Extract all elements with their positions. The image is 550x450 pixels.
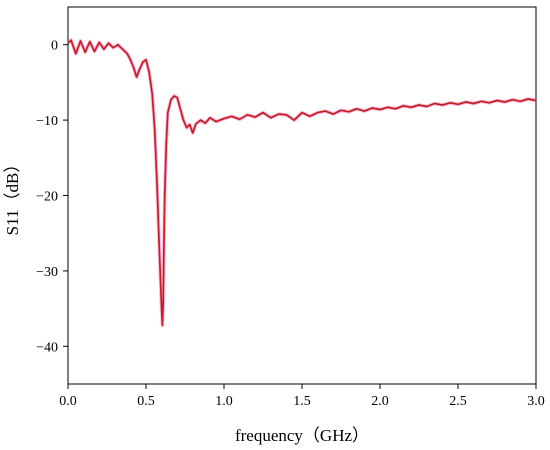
x-tick-label: 0.0	[59, 394, 77, 409]
y-tick-label: −20	[36, 190, 58, 205]
x-tick-label: 2.5	[449, 394, 467, 409]
x-axis-title: frequency（GHz）	[235, 426, 369, 445]
y-tick-label: −10	[36, 114, 58, 129]
series-layer	[66, 38, 537, 328]
x-axis-ticks: 0.0 0.5 1.0 1.5 2.0 2.5 3.0	[59, 384, 545, 409]
y-tick-label: −30	[36, 265, 58, 280]
plot-frame	[67, 6, 537, 385]
x-tick-label: 2.0	[371, 394, 389, 409]
y-axis-title: S11（dB）	[3, 156, 22, 236]
x-tick-label: 1.0	[215, 394, 233, 409]
plot-border	[67, 6, 537, 385]
y-tick-label: −40	[36, 340, 58, 355]
x-tick-label: 3.0	[527, 394, 545, 409]
series-line	[67, 39, 537, 327]
y-axis-ticks: 0 −10 −20 −30 −40	[36, 39, 68, 355]
series-glow	[66, 38, 537, 328]
x-tick-label: 0.5	[137, 394, 155, 409]
y-tick-label: 0	[51, 39, 58, 54]
x-tick-label: 1.5	[293, 394, 311, 409]
